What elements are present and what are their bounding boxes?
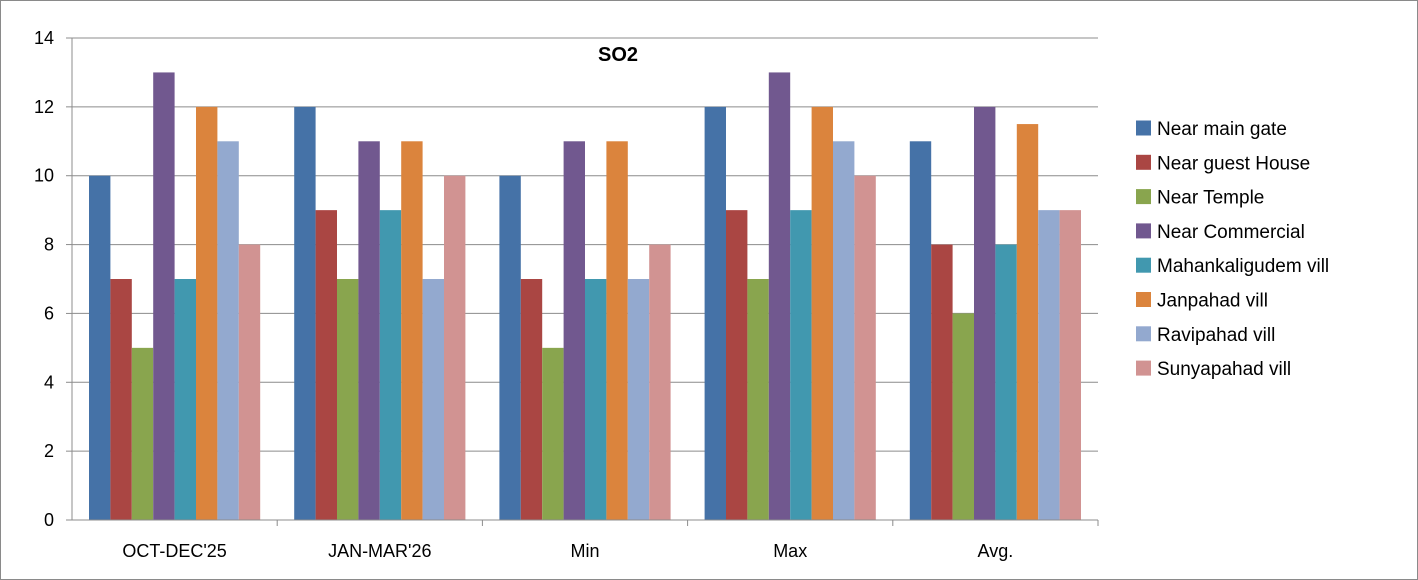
- y-tick-label: 4: [44, 372, 54, 392]
- bar: [995, 244, 1017, 521]
- legend-label: Mahankaligudem vill: [1157, 256, 1329, 277]
- legend-label: Near Temple: [1157, 188, 1264, 209]
- bar: [909, 141, 932, 521]
- bar: [790, 210, 812, 520]
- bar: [974, 106, 996, 520]
- x-tick-labels: OCT-DEC'25 JAN-MAR'26 Min Max Avg.: [122, 541, 1013, 561]
- bar: [422, 279, 444, 520]
- legend-label: Near main gate: [1157, 119, 1287, 140]
- bar: [315, 210, 337, 520]
- bar: [704, 106, 726, 520]
- bar: [238, 244, 261, 521]
- y-tick-label: 12: [34, 97, 54, 117]
- bar: [931, 244, 953, 521]
- bar: [726, 210, 748, 520]
- bar: [1059, 210, 1081, 520]
- bar: [563, 141, 585, 521]
- x-tick-label: Avg.: [978, 541, 1014, 561]
- y-tick-label: 8: [44, 235, 54, 255]
- bar: [606, 141, 628, 521]
- bar: [196, 106, 218, 520]
- legend-label: Janpahad vill: [1157, 291, 1268, 312]
- legend-label: Ravipahad vill: [1157, 325, 1275, 346]
- y-tick-label: 2: [44, 441, 54, 461]
- legend-swatch: [1136, 292, 1151, 307]
- bar: [444, 175, 466, 520]
- legend-swatch: [1136, 257, 1151, 273]
- bar: [649, 244, 671, 521]
- bar: [379, 210, 402, 520]
- legend-label: Near Commercial: [1157, 222, 1305, 243]
- bar: [952, 313, 974, 520]
- bar: [294, 106, 316, 520]
- bar: [811, 106, 833, 520]
- legend-swatch: [1136, 154, 1151, 170]
- bar: [768, 72, 791, 520]
- bar: [337, 279, 359, 520]
- bar: [520, 279, 543, 520]
- x-tick-label: Min: [570, 541, 599, 561]
- bar: [217, 141, 239, 521]
- bar: [153, 72, 175, 520]
- legend-label: Near guest House: [1157, 153, 1310, 174]
- x-tick-label: Max: [773, 541, 807, 561]
- y-tick-label: 6: [44, 303, 54, 323]
- bar: [131, 347, 154, 520]
- legend-swatch: [1136, 189, 1151, 205]
- x-tick-label: OCT-DEC'25: [122, 541, 226, 561]
- bar: [110, 279, 132, 520]
- chart-title: SO2: [598, 44, 638, 66]
- bar: [747, 279, 769, 520]
- legend-label: Sunyapahad vill: [1157, 359, 1291, 380]
- legend: Near main gate Near guest House Near Templ…: [1136, 119, 1329, 380]
- bar: [1038, 210, 1060, 520]
- bars: [89, 72, 1081, 521]
- legend-swatch: [1136, 223, 1151, 239]
- y-tick-label: 0: [44, 510, 54, 530]
- legend-swatch: [1136, 120, 1151, 136]
- bar: [833, 141, 855, 521]
- y-tick-labels: 0 2 4 6 8 10 12 14: [34, 28, 54, 530]
- bar: [627, 279, 650, 520]
- legend-swatch: [1136, 326, 1151, 342]
- bar: [585, 279, 607, 520]
- bar: [542, 347, 564, 520]
- y-tick-label: 14: [34, 28, 54, 48]
- axes: [66, 37, 1099, 526]
- y-tick-label: 10: [34, 166, 54, 186]
- bar: [499, 175, 521, 520]
- bar: [174, 279, 196, 520]
- bar: [1016, 124, 1039, 521]
- bar: [358, 141, 380, 521]
- bar: [854, 175, 876, 520]
- bar: [401, 141, 423, 521]
- legend-swatch: [1136, 360, 1151, 376]
- bar: [89, 175, 111, 520]
- x-tick-label: JAN-MAR'26: [328, 541, 431, 561]
